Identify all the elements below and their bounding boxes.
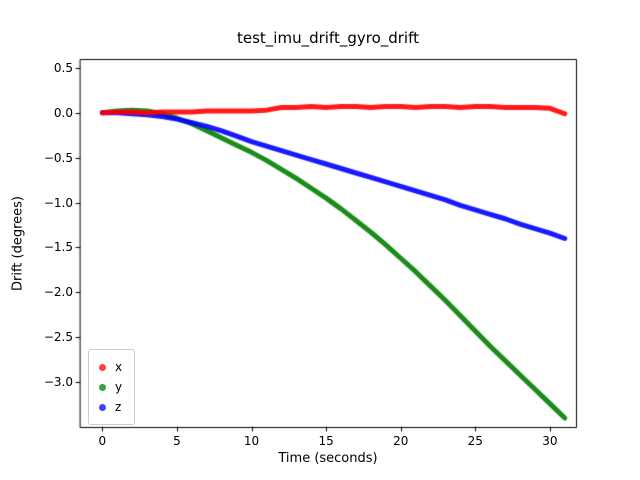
y-axis-label: Drift (degrees)	[10, 195, 26, 292]
legend-item-x: x	[99, 357, 122, 377]
legend: x y z	[88, 349, 136, 425]
legend-label-y: y	[115, 380, 123, 394]
chart-title: test_imu_drift_gyro_drift	[236, 29, 419, 47]
legend-marker-y-icon	[99, 383, 106, 391]
legend-label-x: x	[115, 360, 123, 374]
legend-marker-z-icon	[99, 403, 106, 411]
legend-item-y: y	[99, 377, 122, 397]
legend-marker-x-icon	[99, 363, 106, 371]
x-axis-label: Time (seconds)	[278, 451, 378, 466]
legend-item-z: z	[99, 397, 122, 417]
legend-label-z: z	[115, 400, 122, 414]
